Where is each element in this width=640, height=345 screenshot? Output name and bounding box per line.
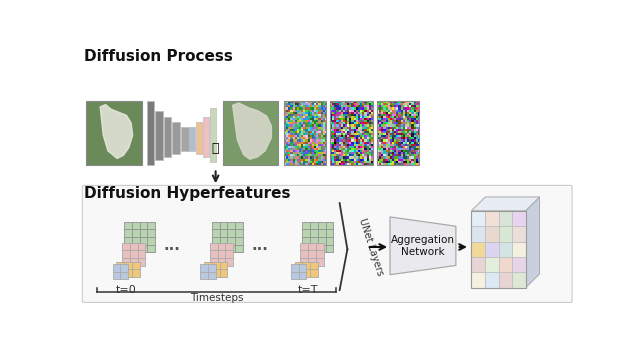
Bar: [512, 226, 525, 242]
Bar: [291, 264, 307, 279]
Bar: [172, 122, 180, 154]
Bar: [301, 243, 324, 266]
Bar: [485, 257, 499, 273]
Bar: [303, 221, 333, 253]
Bar: [212, 221, 243, 253]
Bar: [512, 211, 525, 226]
Bar: [499, 241, 512, 257]
Polygon shape: [100, 105, 132, 158]
Polygon shape: [233, 103, 271, 159]
Bar: [113, 264, 128, 279]
Bar: [180, 127, 189, 151]
FancyBboxPatch shape: [83, 185, 572, 303]
Bar: [485, 273, 499, 288]
Polygon shape: [390, 217, 456, 275]
Text: Aggregation
Network: Aggregation Network: [391, 235, 455, 257]
Bar: [499, 211, 512, 226]
Text: ...: ...: [163, 238, 180, 253]
Polygon shape: [525, 197, 540, 288]
Bar: [512, 273, 525, 288]
Bar: [155, 111, 163, 160]
Text: Timesteps: Timesteps: [189, 293, 243, 303]
Bar: [196, 122, 202, 154]
Bar: [485, 226, 499, 242]
Bar: [512, 257, 525, 273]
Bar: [200, 264, 216, 279]
Bar: [147, 101, 154, 165]
Text: Diffusion Process: Diffusion Process: [84, 49, 233, 64]
Bar: [210, 243, 233, 266]
Text: Diffusion Hyperfeatures: Diffusion Hyperfeatures: [84, 186, 291, 201]
Bar: [164, 117, 172, 157]
Bar: [485, 241, 499, 257]
Text: 🔒: 🔒: [212, 142, 220, 155]
Polygon shape: [472, 197, 540, 211]
Bar: [512, 241, 525, 257]
Bar: [294, 262, 318, 277]
Bar: [210, 108, 216, 161]
Bar: [86, 101, 142, 165]
Bar: [499, 273, 512, 288]
Text: t=T: t=T: [298, 286, 318, 295]
Bar: [472, 226, 485, 242]
Bar: [284, 101, 326, 165]
Bar: [485, 211, 499, 226]
Bar: [472, 211, 485, 226]
Bar: [472, 211, 525, 288]
Bar: [499, 226, 512, 242]
Bar: [330, 101, 373, 165]
Bar: [124, 221, 155, 253]
Bar: [116, 262, 140, 277]
Bar: [472, 257, 485, 273]
Bar: [204, 117, 209, 157]
Bar: [472, 241, 485, 257]
Bar: [122, 243, 145, 266]
Bar: [377, 101, 419, 165]
Text: UNet Layers: UNet Layers: [358, 217, 385, 277]
Text: t=0: t=0: [116, 286, 137, 295]
Bar: [204, 262, 227, 277]
Bar: [189, 127, 195, 151]
Text: ...: ...: [252, 238, 268, 253]
Bar: [472, 273, 485, 288]
Bar: [223, 101, 278, 165]
Bar: [499, 257, 512, 273]
